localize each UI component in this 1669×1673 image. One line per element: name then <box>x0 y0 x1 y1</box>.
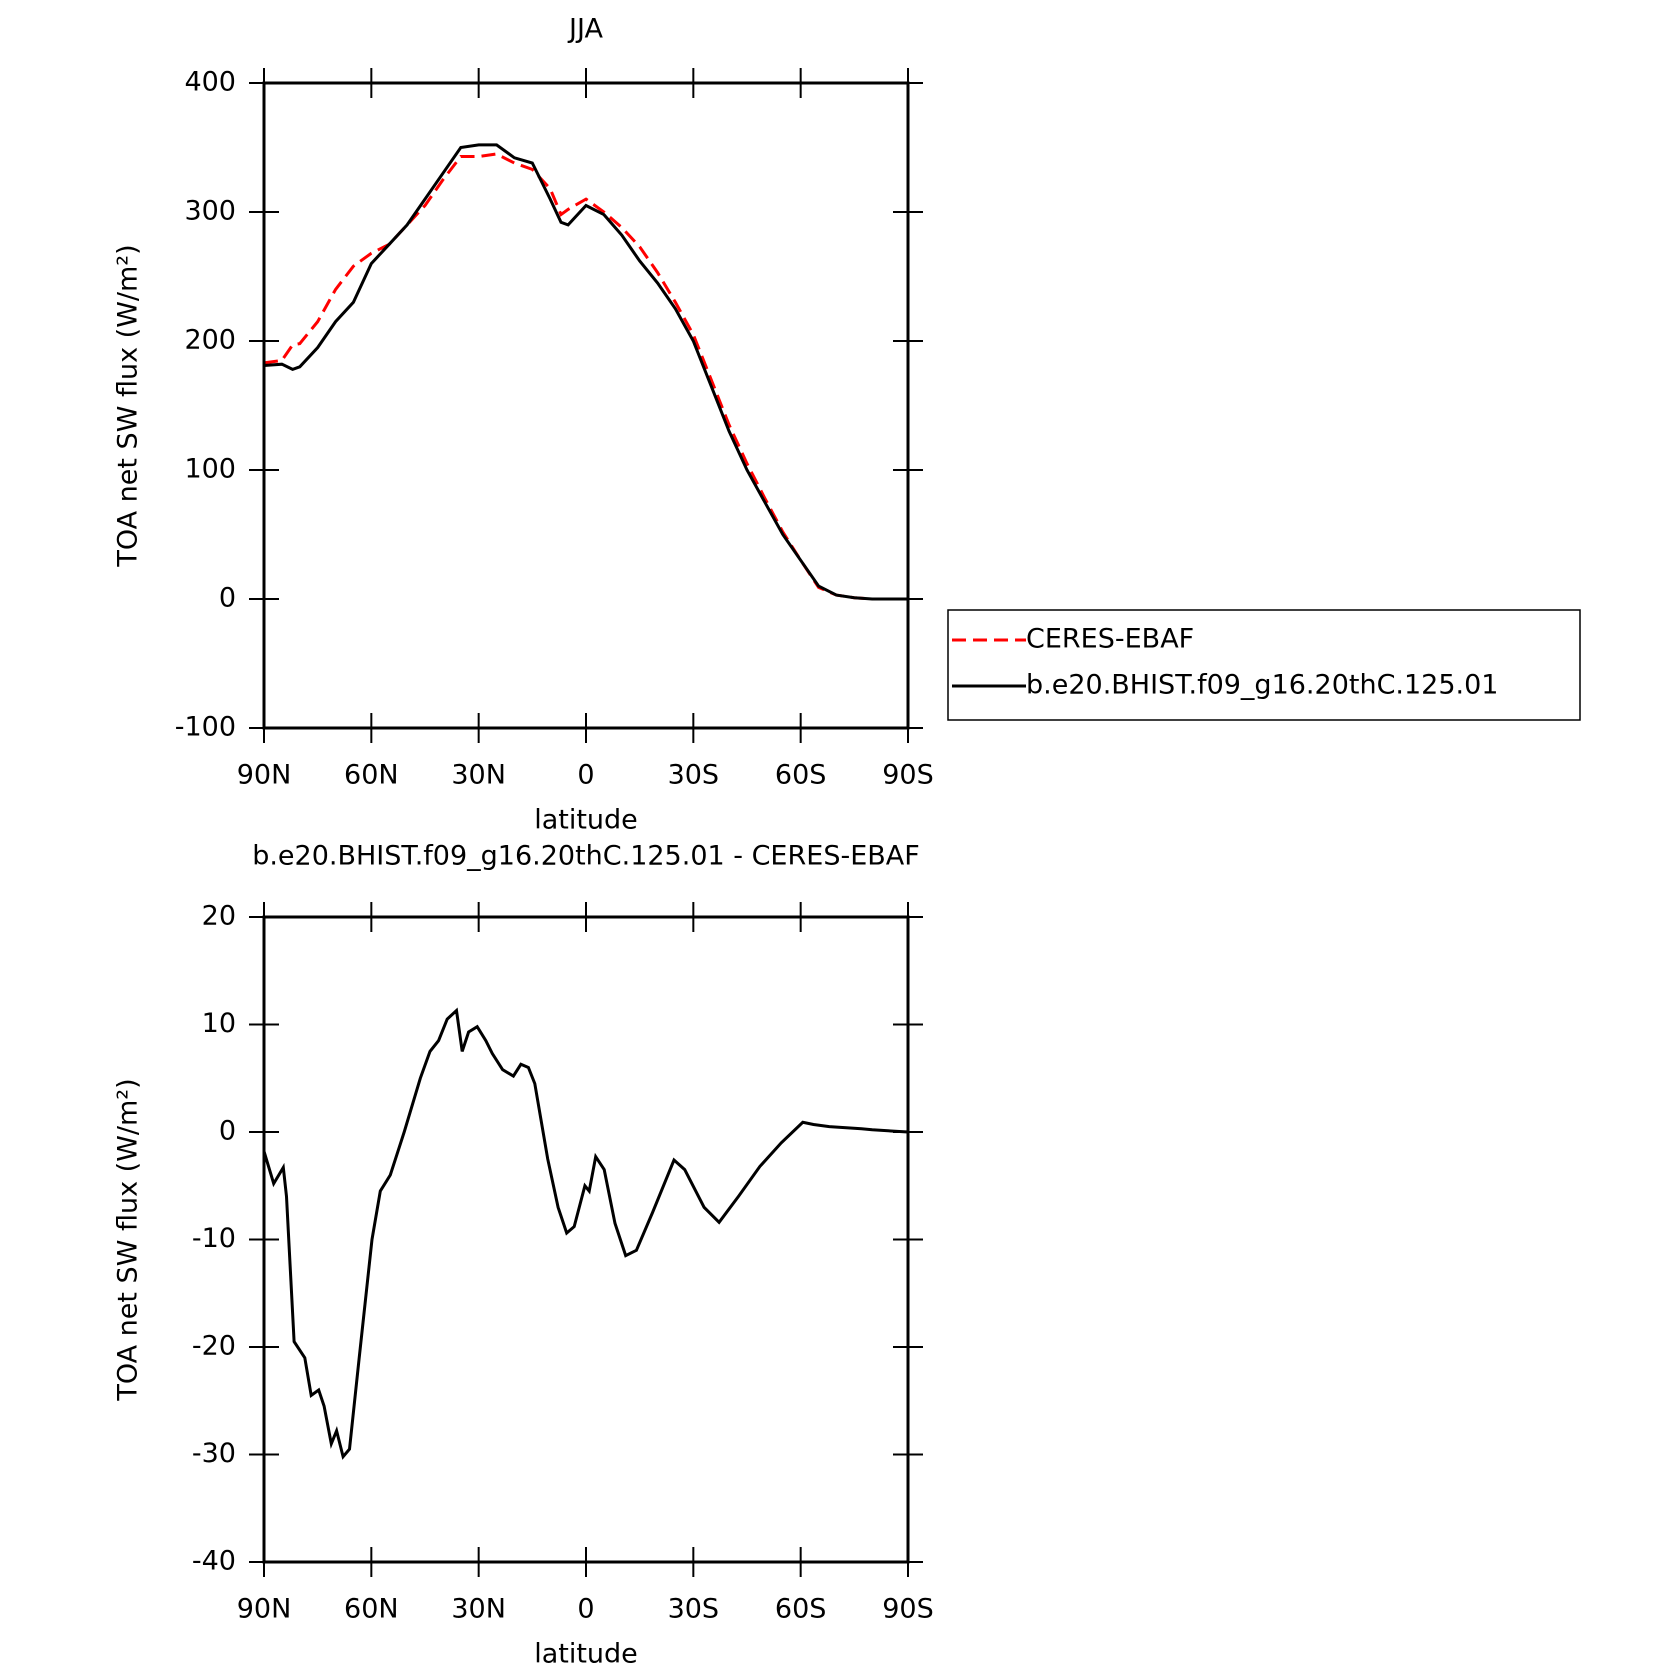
y-axis-label: TOA net SW flux (W/m²) <box>113 244 144 567</box>
legend-label: b.e20.BHIST.f09_g16.20thC.125.01 <box>1026 670 1498 701</box>
y-tick-label: 0 <box>219 583 236 614</box>
y-tick-label: 400 <box>184 67 236 98</box>
y-tick-label: 200 <box>184 325 236 356</box>
y-tick-label: -10 <box>192 1223 236 1254</box>
plot-frame <box>262 915 910 1564</box>
x-tick-label: 90N <box>237 760 292 791</box>
y-tick-label: 0 <box>219 1116 236 1147</box>
x-tick-label: 90S <box>882 760 934 791</box>
y-tick-label: 10 <box>202 1008 236 1039</box>
x-tick-label: 60S <box>775 760 827 791</box>
data-line <box>263 152 908 601</box>
x-tick-label: 60S <box>775 1594 827 1625</box>
legend-box <box>947 609 1581 721</box>
x-tick-label: 30N <box>451 1594 506 1625</box>
y-tick-label: -20 <box>192 1331 236 1362</box>
x-tick-label: 60N <box>344 1594 399 1625</box>
plot-frame <box>262 81 910 730</box>
x-tick-label: 30S <box>668 760 720 791</box>
y-tick-label: 20 <box>202 901 236 932</box>
chart-title: b.e20.BHIST.f09_g16.20thC.125.01 - CERES… <box>252 841 920 872</box>
legend-label: CERES-EBAF <box>1026 624 1194 655</box>
y-tick-label: -40 <box>192 1546 236 1577</box>
y-axis-label: TOA net SW flux (W/m²) <box>113 1078 144 1401</box>
x-tick-label: 90S <box>882 1594 934 1625</box>
x-tick-label: 30N <box>451 760 506 791</box>
x-tick-label: 0 <box>577 1594 594 1625</box>
y-tick-label: -30 <box>192 1438 236 1469</box>
x-axis-label: latitude <box>534 805 638 836</box>
data-line <box>262 1007 909 1460</box>
x-tick-label: 0 <box>577 760 594 791</box>
x-axis-label: latitude <box>534 1639 638 1670</box>
y-tick-label: -100 <box>175 712 236 743</box>
y-tick-label: 300 <box>184 196 236 227</box>
chart-title: JJA <box>567 14 603 45</box>
y-tick-label: 100 <box>184 454 236 485</box>
x-tick-label: 90N <box>237 1594 292 1625</box>
data-line <box>263 143 908 601</box>
x-tick-label: 30S <box>668 1594 720 1625</box>
x-tick-label: 60N <box>344 760 399 791</box>
